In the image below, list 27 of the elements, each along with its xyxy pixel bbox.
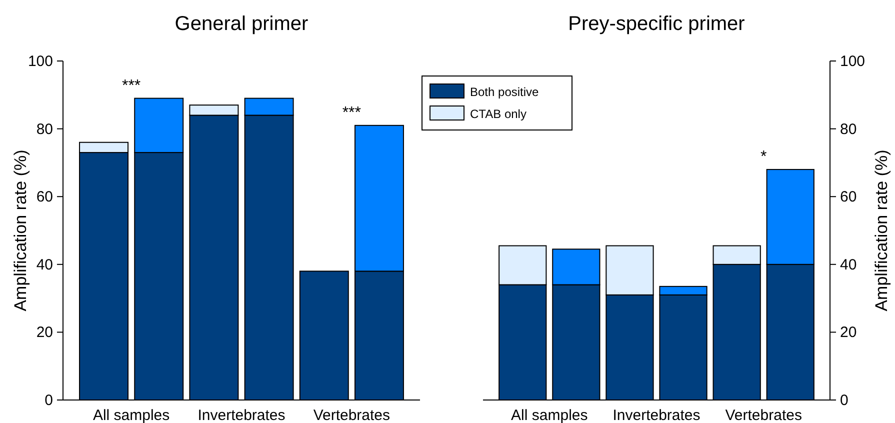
y-tick-label: 100 xyxy=(28,53,53,70)
annotation: * xyxy=(760,148,767,166)
y-tick-label: 100 xyxy=(840,53,866,70)
legend-label: CTAB only xyxy=(470,107,526,121)
x-tick-label: Vertebrates xyxy=(725,407,802,423)
y-tick-label: 0 xyxy=(840,392,848,409)
x-tick-label: Invertebrates xyxy=(198,407,286,423)
y-tick-label: 0 xyxy=(44,392,53,409)
y-tick-label: 60 xyxy=(840,188,857,206)
x-tick-label: Invertebrates xyxy=(612,407,700,423)
x-tick-label: All samples xyxy=(511,407,588,423)
x-tick-label: Vertebrates xyxy=(313,407,390,423)
chart-title: Prey-specific primer xyxy=(568,13,746,35)
x-tick-label: All samples xyxy=(92,407,170,423)
y-tick-label: 40 xyxy=(840,256,857,274)
y-axis-title: Amplification rate (%) xyxy=(872,150,891,312)
y-tick-label: 40 xyxy=(36,256,53,274)
y-tick-label: 20 xyxy=(840,324,857,342)
y-tick-label: 80 xyxy=(36,120,53,138)
y-axis-title: Amplification rate (%) xyxy=(11,150,30,312)
legend-label: Both positive xyxy=(470,85,540,99)
y-tick-label: 60 xyxy=(36,188,53,206)
chart-title: General primer xyxy=(174,13,309,35)
annotation: *** xyxy=(342,104,362,122)
y-tick-label: 20 xyxy=(36,324,53,342)
y-tick-label: 80 xyxy=(840,120,857,138)
annotation: *** xyxy=(122,77,141,94)
